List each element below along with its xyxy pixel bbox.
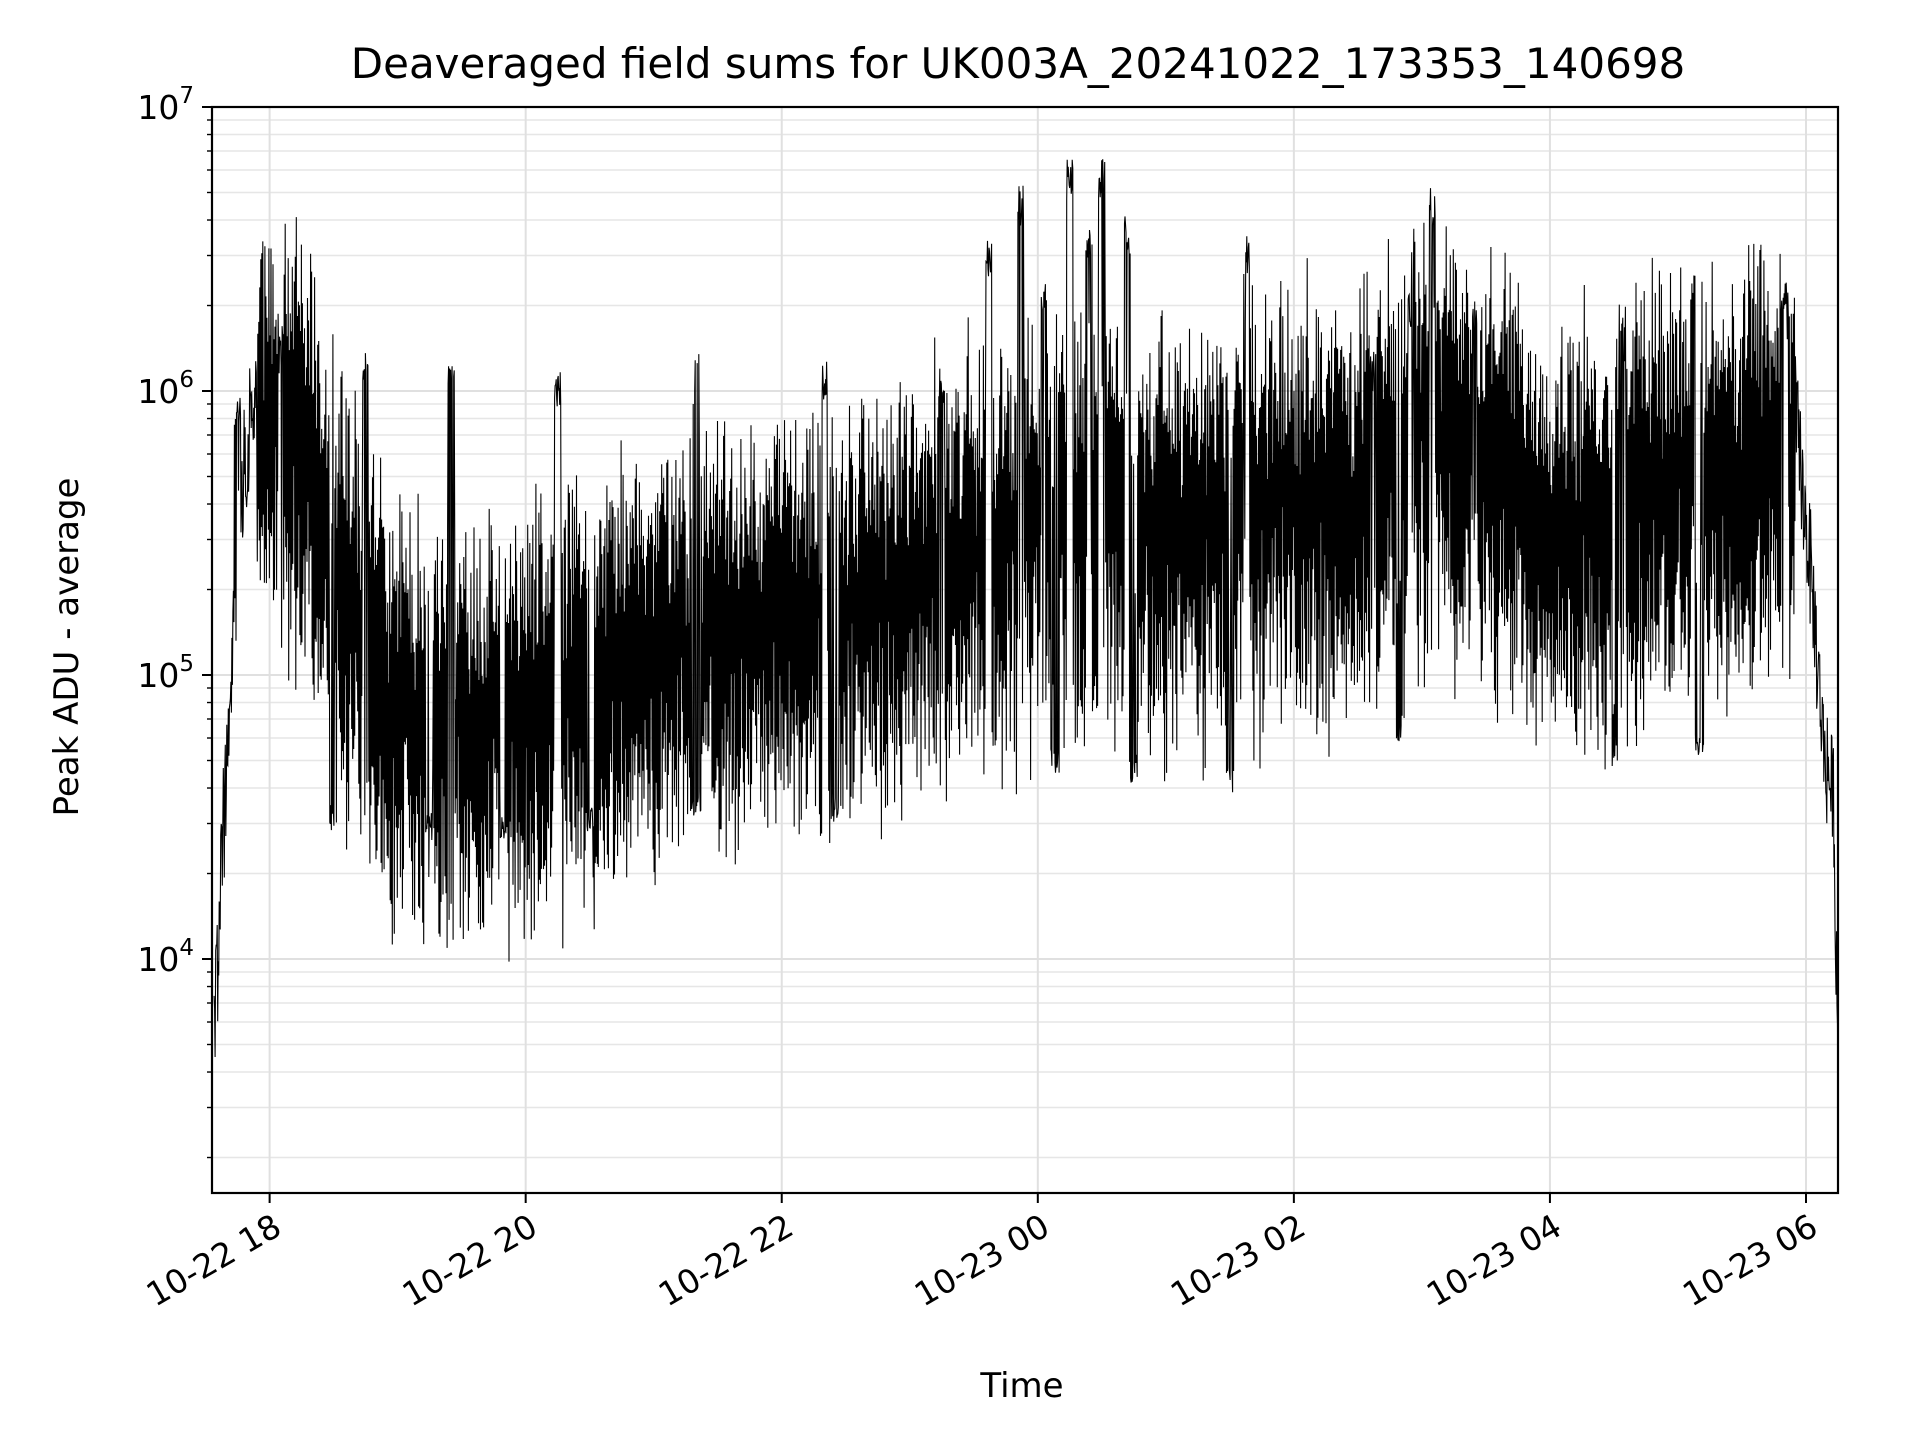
series-group xyxy=(213,159,1839,1111)
y-tick-label: 107 xyxy=(137,83,194,127)
y-axis-label: Peak ADU - average xyxy=(47,478,87,817)
plot-frame xyxy=(210,105,1840,1195)
y-tick-label: 105 xyxy=(137,651,194,695)
x-axis-label: Time xyxy=(979,1366,1063,1406)
y-tick-label: 104 xyxy=(137,935,194,979)
chart-title: Deaveraged field sums for UK003A_2024102… xyxy=(351,39,1685,88)
series-line xyxy=(213,159,1839,1111)
y-axis: 104 105 106 107 xyxy=(137,83,212,1159)
y-tick-label: 106 xyxy=(137,367,194,411)
